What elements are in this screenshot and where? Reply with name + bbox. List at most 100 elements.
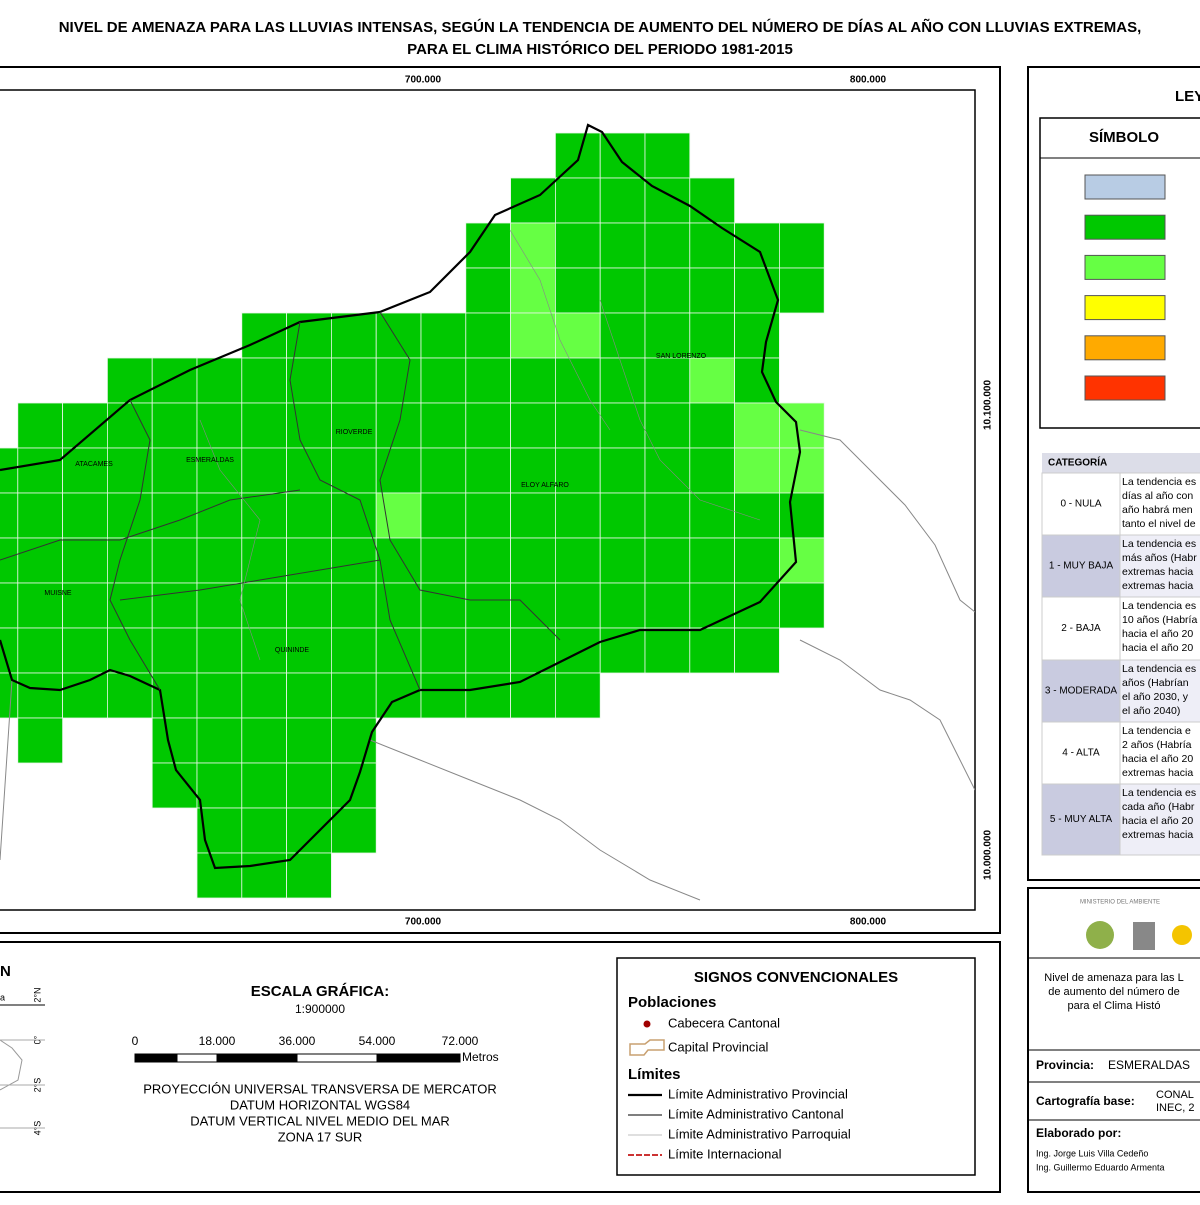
- province-label: Provincia:: [1036, 1058, 1094, 1072]
- grid-cell: [465, 267, 511, 314]
- grid-cell: [286, 492, 332, 539]
- grid-cell: [17, 537, 63, 584]
- grid-cell: [286, 717, 332, 764]
- grid-cell: [330, 582, 377, 629]
- scale-segment: [176, 1053, 218, 1063]
- grid-cell: [465, 357, 511, 404]
- logo: [1133, 922, 1155, 950]
- signs-item: Límite Administrativo Cantonal: [668, 1106, 844, 1121]
- x-coord-label: 800.000: [850, 75, 887, 86]
- description-cell: [1119, 783, 1200, 856]
- grid-cell: [510, 177, 556, 224]
- grid-cell: [644, 267, 691, 314]
- place-label: MUISNE: [44, 590, 72, 597]
- grid-cell: [734, 627, 780, 674]
- grid-cell: [151, 492, 198, 539]
- swatches: [1084, 174, 1166, 401]
- category-text: La tendencia e: [1122, 725, 1191, 737]
- projection-line: ZONA 17 SUR: [278, 1129, 363, 1144]
- legend-frame: [1027, 66, 1200, 881]
- scale-unit: Metros: [462, 1050, 499, 1064]
- grid-cell: [330, 672, 377, 719]
- swatch: [1084, 375, 1166, 401]
- grid-cell: [196, 672, 243, 719]
- grid-cell: [151, 717, 198, 764]
- province: ESMERALDAS: [1108, 1058, 1190, 1072]
- inset-coast: [0, 1039, 23, 1091]
- title-line: NIVEL DE AMENAZA PARA LAS LLUVIAS INTENS…: [59, 18, 1142, 36]
- base: CONAL: [1156, 1089, 1194, 1101]
- grid-cell: [599, 177, 646, 224]
- category-text: hacia el año 20: [1122, 642, 1193, 654]
- grid-cell: [62, 447, 108, 494]
- grid-cell: [375, 627, 422, 674]
- signs-item: Límite Administrativo Provincial: [668, 1086, 848, 1101]
- grid-cell: [555, 627, 601, 674]
- grid-cell: [196, 402, 243, 449]
- category-text: extremas hacia: [1122, 829, 1193, 841]
- category-header-bg: [1042, 453, 1200, 473]
- x-coord-label: 700.000: [405, 75, 442, 86]
- grid-cell: [689, 582, 735, 629]
- grid-cell: [420, 627, 467, 674]
- grid-cell: [107, 447, 153, 494]
- grid-cell: [151, 537, 198, 584]
- grid-cell: [62, 627, 108, 674]
- category-text: el año 2040): [1122, 705, 1180, 717]
- grid-cell: [196, 447, 243, 494]
- category-name: 2 - BAJA: [1061, 623, 1101, 634]
- grid-cell: [330, 762, 377, 809]
- category-text: La tendencia es: [1122, 663, 1196, 675]
- grid-cell: [330, 447, 377, 494]
- grid-cell: [330, 312, 377, 359]
- grid-cell: [330, 357, 377, 404]
- projection-line: DATUM HORIZONTAL WGS84: [230, 1097, 410, 1112]
- symbol-table: [1039, 117, 1200, 429]
- grid-cell: [0, 582, 19, 629]
- grid-cell: [151, 402, 198, 449]
- grid-cell: [196, 582, 243, 629]
- category-text: tanto el nivel de: [1122, 518, 1196, 530]
- category-name: 1 - MUY BAJA: [1049, 561, 1114, 572]
- grid-cell: [286, 672, 332, 719]
- swatch: [1084, 174, 1166, 200]
- grid-cell: [286, 627, 332, 674]
- signs-group: Límites: [628, 1066, 681, 1083]
- grid-cell: [599, 357, 646, 404]
- grid-cell: [375, 672, 422, 719]
- description-line: Nivel de amenaza para las L: [1044, 972, 1183, 984]
- inset-title: N: [0, 963, 11, 980]
- place-label: ELOY ALFARO: [521, 482, 569, 489]
- grid-cell: [599, 447, 646, 494]
- category-name: 5 - MUY ALTA: [1050, 814, 1113, 825]
- grid-cell: [17, 447, 63, 494]
- grid-cell: [420, 402, 467, 449]
- grid-cell: [0, 672, 19, 719]
- grid-cell: [510, 357, 556, 404]
- grid-cell: [555, 402, 601, 449]
- y-coord-label: 10.100.000: [983, 380, 994, 430]
- grid-cell: [779, 582, 825, 629]
- grid-cell: [689, 177, 735, 224]
- grid-cell: [286, 357, 332, 404]
- swatch: [1084, 335, 1166, 361]
- grid-cell: [151, 762, 198, 809]
- grid-cell: [151, 672, 198, 719]
- grid-cell: [151, 357, 198, 404]
- grid-cell: [599, 312, 646, 359]
- grid-cell: [510, 672, 556, 719]
- latitude-label: 2°N: [32, 987, 42, 1002]
- grid-cell: [555, 582, 601, 629]
- category-table: 0 - NULA La tendencia es días al año con añ…: [1041, 472, 1200, 856]
- symbol-header: SÍMBOLO: [1089, 129, 1159, 146]
- grid-cell: [420, 672, 467, 719]
- base-label: Cartografía base:: [1036, 1094, 1135, 1108]
- grid-cell: [107, 582, 153, 629]
- grid-cell: [555, 222, 601, 269]
- grid-cell: [599, 582, 646, 629]
- grid-cell: [465, 312, 511, 359]
- place-labels: SAN LORENZO RIOVERDE ATACAMES ESMERALDAS…: [44, 353, 706, 654]
- signs-title: SIGNOS CONVENCIONALES: [694, 969, 898, 986]
- grid-cell: [286, 852, 332, 899]
